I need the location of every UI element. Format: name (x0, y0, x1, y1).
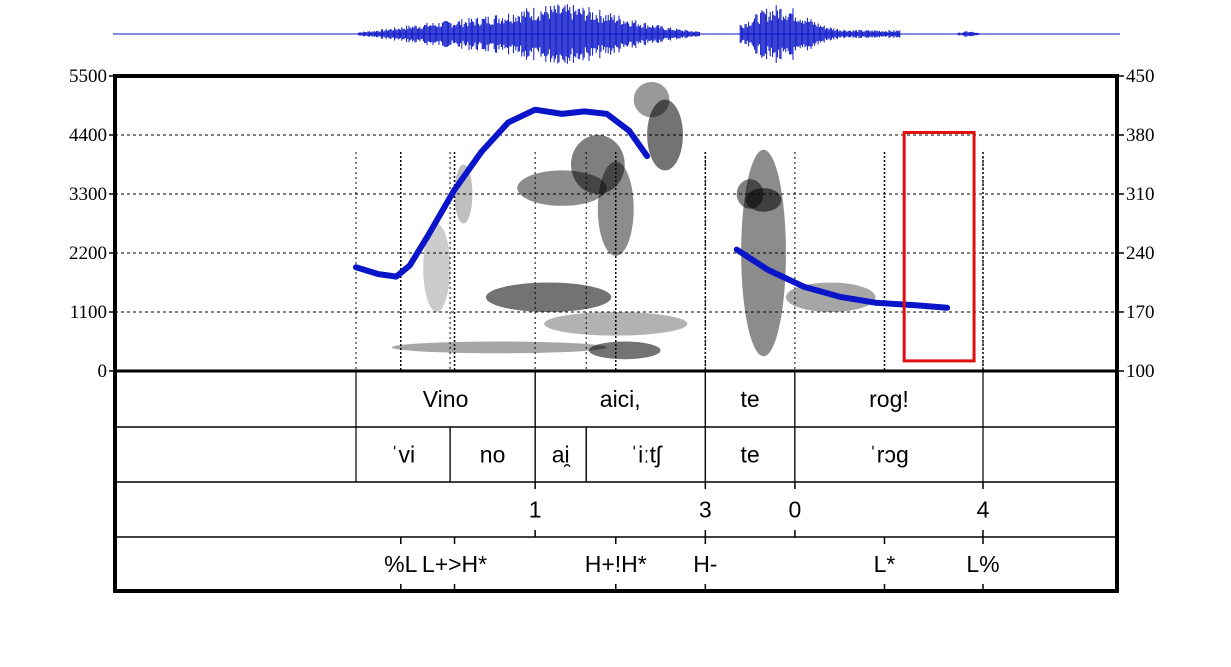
break-index-label: 0 (789, 497, 802, 523)
spectrogram-energy-region (517, 170, 607, 206)
left-tick-label: 1100 (70, 302, 107, 323)
tone-label: L% (966, 551, 999, 577)
right-tick-label: 240 (1126, 243, 1155, 264)
word-label: te (741, 386, 760, 412)
word-label: rog! (869, 386, 909, 412)
spectrogram-energy-region (544, 312, 688, 336)
highlight-box (902, 130, 976, 363)
spectrogram-energy-region (391, 341, 607, 354)
spectrogram-energy-region (633, 81, 670, 118)
syllable-label: no (480, 442, 506, 468)
left-axis-ticks: 5500 4400 3300 2200 1100 0 (69, 66, 115, 382)
left-tick-label: 2200 (69, 243, 107, 264)
right-tick-label: 380 (1126, 125, 1155, 146)
spectrogram-energy-region (647, 99, 683, 171)
outer-frame (113, 74, 1119, 593)
annotation-tiers: Vino aici, te rog! ˈvi no ai̯ ˈiːtʃ te ˈrɔɡ 1 3 0 4 %L… (115, 371, 1117, 591)
tone-label: H+!H* (585, 551, 647, 577)
word-label: aici, (600, 386, 641, 412)
right-tick-label: 170 (1126, 302, 1155, 323)
pitch-contour (353, 106, 951, 311)
left-tick-label: 3300 (69, 184, 107, 205)
red-highlight-rectangle (902, 130, 976, 363)
break-index-label: 3 (699, 497, 712, 523)
right-tick-label: 100 (1126, 361, 1155, 382)
waveform-trace (358, 4, 980, 64)
syllable-label: ai̯ (552, 442, 571, 468)
pitch-segment-2 (733, 246, 951, 311)
audio-waveform (113, 4, 1120, 64)
right-tick-label: 310 (1126, 184, 1155, 205)
left-tick-label: 0 (98, 361, 108, 382)
break-index-label: 1 (529, 497, 542, 523)
pitch-segment-1 (353, 106, 651, 280)
plot-frame (113, 74, 1119, 593)
syllable-label: ˈiːtʃ (630, 442, 663, 468)
spectrogram-energy-region (736, 179, 764, 209)
spectrogram-energy-region (485, 282, 612, 312)
break-index-label: 4 (977, 497, 990, 523)
spectrogram-energy-region (423, 223, 451, 312)
left-tick-label: 5500 (69, 66, 107, 87)
tone-label: H- (693, 551, 717, 577)
spectrogram-energy-region (588, 341, 661, 360)
syllable-label: ˈrɔɡ (869, 442, 909, 468)
syllable-label: ˈvi (391, 442, 415, 468)
spectrogram (115, 76, 1117, 371)
left-tick-label: 4400 (69, 125, 107, 146)
spectrogram-energy-region (570, 135, 625, 194)
tone-label: L+>H* (422, 551, 487, 577)
right-axis-ticks: 450 380 310 240 170 100 (1117, 66, 1155, 382)
word-label: Vino (423, 386, 469, 412)
syllable-label: te (741, 442, 760, 468)
tone-label: L* (874, 551, 896, 577)
tone-label: %L (384, 551, 417, 577)
right-tick-label: 450 (1126, 66, 1155, 87)
